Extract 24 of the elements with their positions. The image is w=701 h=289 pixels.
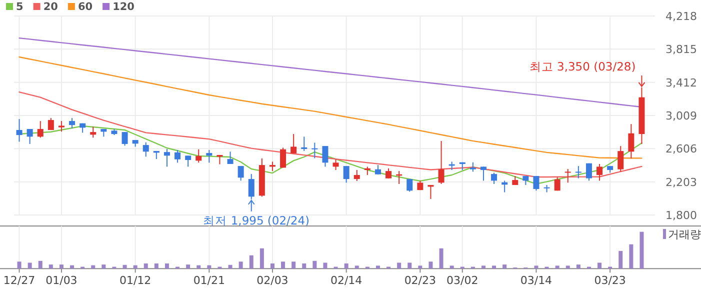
x-tick-label: 01/21 <box>193 274 226 287</box>
y-tick-label: 3,815 <box>666 43 697 56</box>
y-tick-label: 3,009 <box>666 110 697 122</box>
annotation: 최저 1,995 (02/24) <box>203 213 310 228</box>
x-tick-label: 12/27 <box>3 274 36 287</box>
legend-label: 20 <box>43 1 58 13</box>
x-tick-label: 01/03 <box>46 274 78 287</box>
x-tick-label: 02/03 <box>256 274 288 287</box>
y-tick-label: 1,800 <box>666 209 697 222</box>
legend-label: 60 <box>78 1 93 13</box>
y-tick-label: 4,218 <box>666 10 697 23</box>
legend-label: 120 <box>112 1 134 13</box>
x-tick-label: 03/23 <box>594 274 626 287</box>
annotation: 최고 3,350 (03/28) <box>529 59 636 74</box>
x-tick-label: 02/14 <box>330 274 362 287</box>
y-tick-label: 2,606 <box>666 142 697 156</box>
y-tick-label: 2,203 <box>666 176 697 189</box>
y-tick-label: 3,412 <box>666 76 697 90</box>
x-tick-label: 03/14 <box>520 274 552 287</box>
x-tick-label: 03/02 <box>446 274 478 287</box>
legend: 거래량 <box>663 228 701 241</box>
x-tick-label: 01/12 <box>119 274 152 287</box>
legend-label: 5 <box>16 1 24 13</box>
x-tick-label: 02/23 <box>404 274 436 287</box>
